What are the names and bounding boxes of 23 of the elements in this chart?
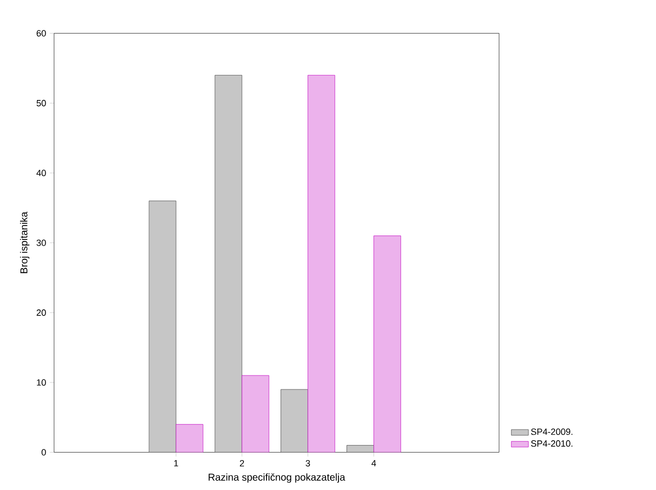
bar	[148, 200, 176, 452]
y-tick-label: 60	[36, 30, 46, 36]
x-tick-label: 1	[174, 460, 178, 466]
bar	[214, 74, 242, 452]
y-tick-label: 50	[36, 100, 46, 106]
legend-label: SP4-2009.	[531, 428, 572, 435]
bar	[308, 74, 336, 452]
legend-label: SP4-2010.	[531, 440, 572, 447]
x-axis-title: Razina specifičnog pokazatelja	[208, 473, 346, 483]
y-tick-label: 10	[36, 379, 46, 386]
y-tick-label: 40	[36, 170, 46, 176]
bar	[242, 375, 270, 452]
x-tick-label: 4	[372, 460, 376, 466]
y-tick-label: 20	[36, 309, 46, 316]
y-axis-title: Broj ispitanika	[20, 212, 30, 274]
bar	[374, 236, 401, 452]
bar	[280, 389, 308, 452]
y-tick-label: 0	[42, 449, 46, 456]
y-tick-label: 30	[36, 240, 46, 246]
bar	[176, 424, 204, 452]
bar	[346, 445, 374, 452]
x-tick-label: 3	[306, 460, 310, 466]
x-tick-label: 2	[240, 460, 244, 466]
